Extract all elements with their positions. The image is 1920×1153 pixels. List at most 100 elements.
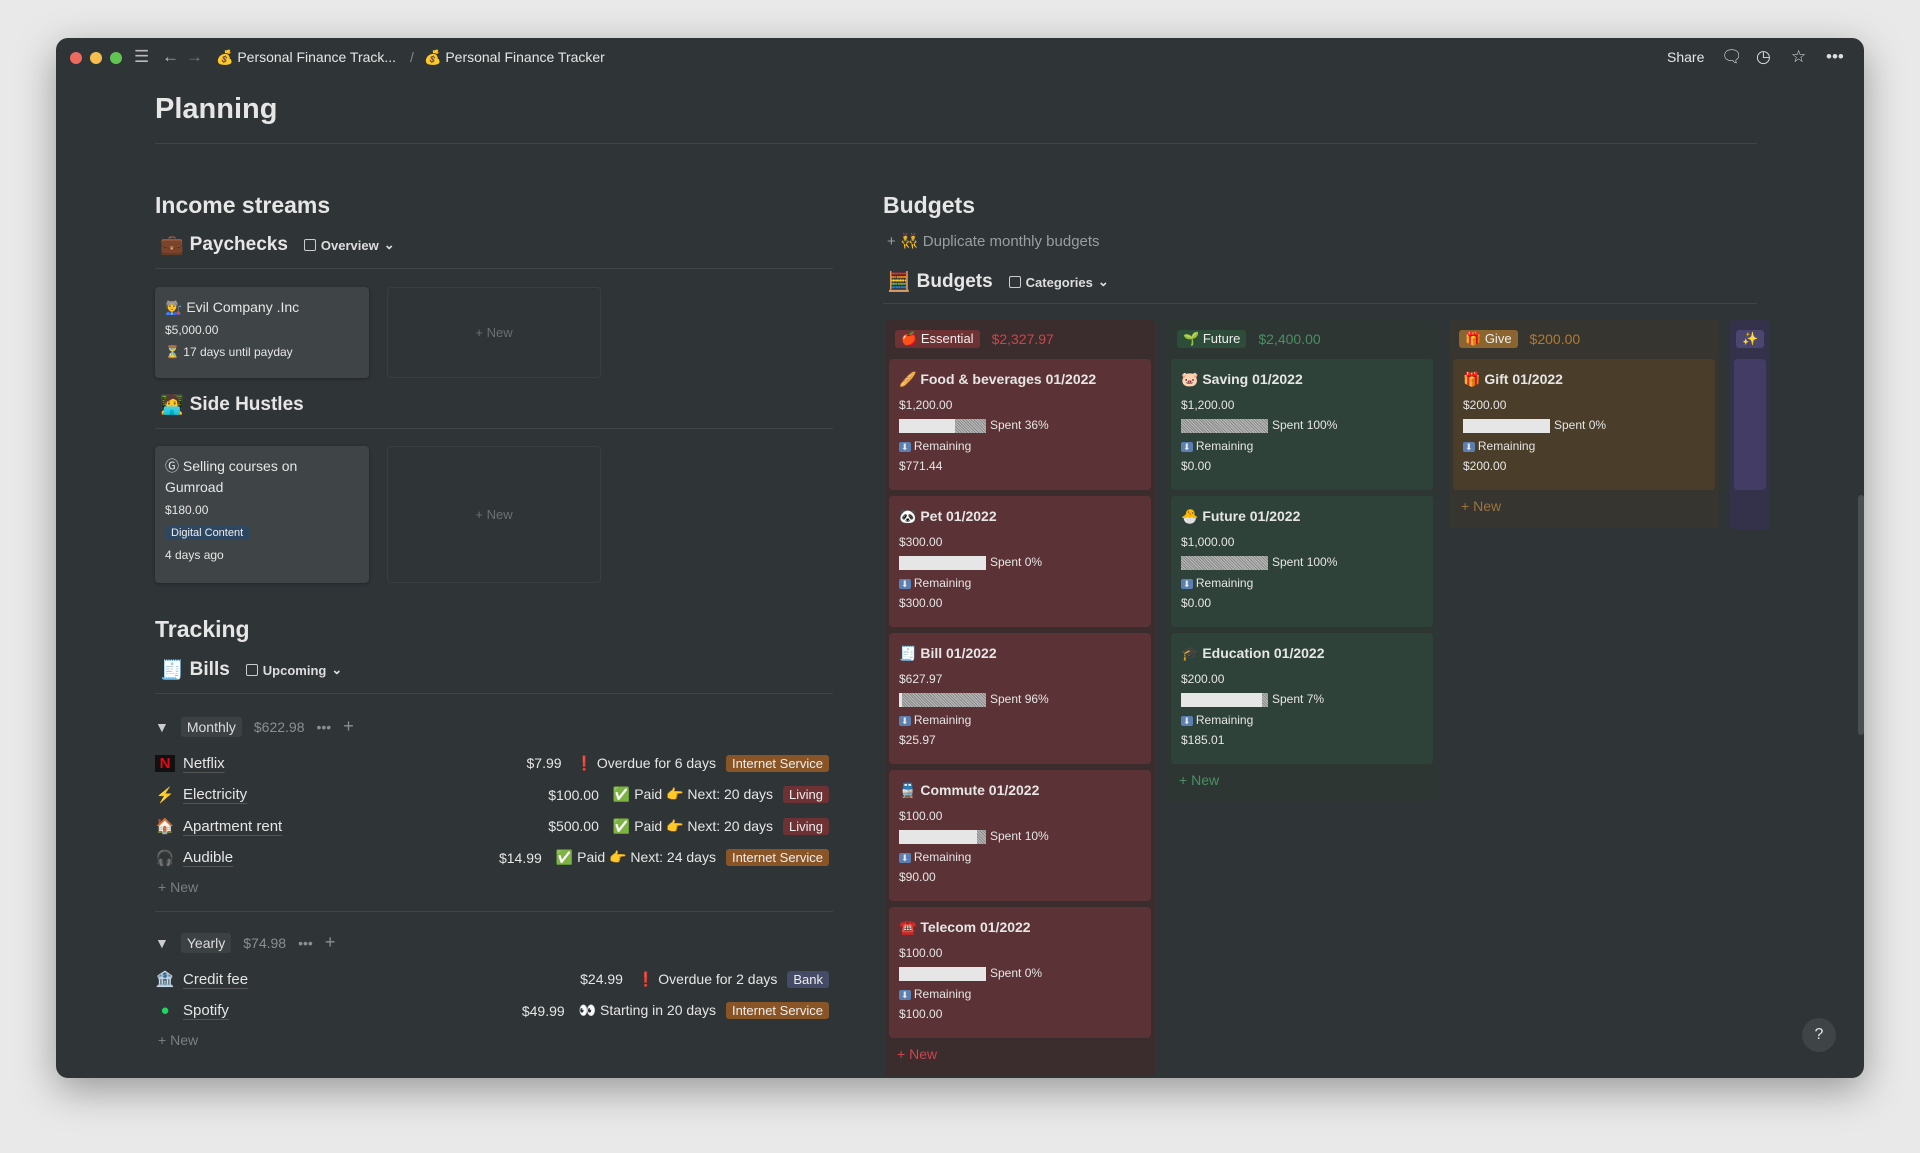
board-column-future[interactable]: 🌱 Future $2,400.00 🐷 Saving 01/2022 $1,20… xyxy=(1167,320,1437,802)
duplicate-budgets-button[interactable]: + 👯 Duplicate monthly budgets xyxy=(887,233,1100,250)
new-budget-button[interactable]: + New xyxy=(897,1046,938,1062)
new-paycheck-button[interactable]: + New xyxy=(387,287,601,378)
back-arrow-icon[interactable]: ← xyxy=(162,47,179,66)
bill-row[interactable]: ⚡ Electricity $100.00 ✅ Paid 👉 Next: 20 day… xyxy=(155,781,829,809)
budget-amount: $100.00 xyxy=(899,946,943,960)
history-clock-icon[interactable]: ◷ xyxy=(1756,47,1771,66)
bill-group-yearly[interactable]: ▼ Yearly $74.98 ••• + xyxy=(155,932,335,953)
bill-row[interactable]: N Netflix $7.99 ❗ Overdue for 6 days Interne… xyxy=(155,749,829,777)
side-hustles-database-title[interactable]: 🧑‍💻 Side Hustles xyxy=(160,393,304,417)
maximize-window-button[interactable] xyxy=(110,52,122,64)
bill-name[interactable]: Spotify xyxy=(183,1002,229,1019)
help-button[interactable]: ? xyxy=(1802,1018,1836,1052)
forward-arrow-icon[interactable]: → xyxy=(186,47,203,66)
collapse-toggle-icon[interactable]: ▼ xyxy=(155,718,169,735)
breadcrumb-parent[interactable]: 💰 Personal Finance Track... xyxy=(216,49,397,65)
spent-progress-bar xyxy=(899,692,986,707)
bill-row[interactable]: ● Spotify $49.99 👀 Starting in 20 days Inter… xyxy=(155,997,829,1025)
duplicate-label: 👯 Duplicate monthly budgets xyxy=(899,233,1100,250)
side-hustle-card[interactable]: Ⓖ Selling courses on Gumroad $180.00 Dig… xyxy=(155,446,369,583)
bill-name[interactable]: Electricity xyxy=(183,786,248,803)
breadcrumb-parent-label: Personal Finance Track... xyxy=(237,49,397,65)
budgets-db-title: Budgets xyxy=(916,271,993,292)
breadcrumb-current-label: Personal Finance Tracker xyxy=(445,49,605,65)
spent-percent: Spent 7% xyxy=(1272,692,1325,706)
bill-row[interactable]: 🏠 Apartment rent $500.00 ✅ Paid 👉 Next: 20 … xyxy=(155,812,829,840)
down-arrow-icon: ⬇ xyxy=(1181,441,1193,452)
bill-amount: $100.00 xyxy=(548,786,599,803)
bill-group-monthly[interactable]: ▼ Monthly $622.98 ••• + xyxy=(155,716,354,737)
new-label: New xyxy=(170,1032,199,1048)
board-column-essential[interactable]: 🍎 Essential $2,327.97 🥖 Food & beverages … xyxy=(885,320,1155,1076)
minimize-window-button[interactable] xyxy=(90,52,102,64)
bill-icon: ⚡ xyxy=(155,786,175,804)
overview-view-selector[interactable]: Overview ⌄ xyxy=(303,237,395,253)
scrollbar[interactable] xyxy=(1858,495,1864,735)
spent-percent: Spent 100% xyxy=(1272,555,1338,569)
bill-status: ❗ Overdue for 6 days xyxy=(575,754,716,771)
breadcrumb-current[interactable]: 💰 Personal Finance Tracker xyxy=(424,49,605,65)
budget-card[interactable]: 🎓 Education 01/2022 $200.00 Spent 7% ⬇ R… xyxy=(1171,633,1433,764)
bill-name[interactable]: Apartment rent xyxy=(183,817,283,835)
spent-percent: Spent 36% xyxy=(990,418,1049,432)
budget-amount: $200.00 xyxy=(1463,398,1507,412)
budget-card[interactable]: 🚆 Commute 01/2022 $100.00 Spent 10% ⬇ Re… xyxy=(889,770,1151,901)
board-column-give[interactable]: 🎁 Give $200.00 🎁 Gift 01/2022 $200.00 Spe… xyxy=(1449,320,1719,528)
column-tag: 🍎 Essential xyxy=(895,330,980,348)
card-amount: $180.00 xyxy=(165,503,209,517)
new-bill-button[interactable]: + New xyxy=(158,1032,199,1048)
new-budget-button[interactable]: + New xyxy=(1461,498,1502,514)
budget-icon: 🥖 xyxy=(899,371,917,387)
more-options-icon[interactable]: ••• xyxy=(1826,47,1844,66)
budget-card-clipped[interactable] xyxy=(1734,359,1766,490)
budget-card[interactable]: ☎️ Telecom 01/2022 $100.00 Spent 0% ⬇ Re… xyxy=(889,907,1151,1038)
board-column-clipped[interactable]: ✨ xyxy=(1730,320,1770,530)
budget-card[interactable]: 🐼 Pet 01/2022 $300.00 Spent 0% ⬇ Remaini… xyxy=(889,496,1151,627)
paycheck-card[interactable]: 🧑‍🏭 Evil Company .Inc $5,000.00 ⏳ 17 day… xyxy=(155,287,369,378)
bill-name[interactable]: Netflix xyxy=(183,754,225,772)
new-bill-button[interactable]: + New xyxy=(158,879,199,895)
bills-database-title[interactable]: 🧾 Bills Upcoming ⌄ xyxy=(160,658,342,682)
board-view-icon xyxy=(1008,276,1021,288)
comments-icon[interactable]: 🗨 xyxy=(1721,47,1743,66)
remaining-amount: $0.00 xyxy=(1181,595,1212,610)
bill-row[interactable]: 🎧 Audible $14.99 ✅ Paid 👉 Next: 24 days Inte… xyxy=(155,844,829,872)
remaining-amount: $0.00 xyxy=(1181,458,1212,473)
technologist-icon: 🧑‍💻 xyxy=(160,395,184,416)
group-add-icon[interactable]: + xyxy=(343,716,354,736)
share-button[interactable]: Share xyxy=(1667,49,1705,65)
bill-name[interactable]: Credit fee xyxy=(183,970,249,988)
categories-view-selector[interactable]: Categories ⌄ xyxy=(1008,274,1109,290)
group-more-icon[interactable]: ••• xyxy=(316,718,332,735)
budget-card[interactable]: 🧾 Bill 01/2022 $627.97 Spent 96% ⬇ Remai… xyxy=(889,633,1151,764)
budget-card[interactable]: 🐷 Saving 01/2022 $1,200.00 Spent 100% ⬇ … xyxy=(1171,359,1433,490)
budget-card[interactable]: 🥖 Food & beverages 01/2022 $1,200.00 Spe… xyxy=(889,359,1151,490)
remaining-amount: $25.97 xyxy=(899,732,936,747)
new-label: New xyxy=(909,1046,938,1062)
group-more-icon[interactable]: ••• xyxy=(298,934,313,951)
spent-percent: Spent 96% xyxy=(990,692,1049,706)
remaining-label: Remaining xyxy=(913,438,972,453)
paychecks-database-title[interactable]: 💼 Paychecks Overview ⌄ xyxy=(160,233,395,257)
favorite-star-icon[interactable]: ☆ xyxy=(1791,47,1807,66)
group-add-icon[interactable]: + xyxy=(324,932,336,952)
budget-amount: $1,200.00 xyxy=(899,398,953,412)
budget-icon: ☎️ xyxy=(899,919,917,935)
sparkles-icon: ✨ xyxy=(1736,330,1765,348)
collapse-toggle-icon[interactable]: ▼ xyxy=(155,934,169,951)
column-total: $2,327.97 xyxy=(991,331,1054,347)
budgets-database-title[interactable]: 🧮 Budgets Categories ⌄ xyxy=(887,270,1109,294)
budget-amount: $1,200.00 xyxy=(1181,398,1235,412)
bill-row[interactable]: 🏦 Credit fee $24.99 ❗ Overdue for 2 days Ban… xyxy=(155,965,829,993)
receipt-icon: 🧾 xyxy=(160,660,184,681)
bill-amount: $500.00 xyxy=(548,818,599,834)
new-budget-button[interactable]: + New xyxy=(1179,772,1220,788)
upcoming-view-selector[interactable]: Upcoming ⌄ xyxy=(245,662,342,678)
budget-card[interactable]: 🎁 Gift 01/2022 $200.00 Spent 0% ⬇ Remain… xyxy=(1453,359,1715,490)
new-side-hustle-button[interactable]: + New xyxy=(387,446,601,583)
sidebar-menu-icon[interactable]: ☰ xyxy=(134,47,150,66)
close-window-button[interactable] xyxy=(70,52,82,64)
budget-card[interactable]: 🐣 Future 01/2022 $1,000.00 Spent 100% ⬇ … xyxy=(1171,496,1433,627)
bill-name[interactable]: Audible xyxy=(183,849,234,866)
remaining-label: Remaining xyxy=(1195,438,1254,453)
